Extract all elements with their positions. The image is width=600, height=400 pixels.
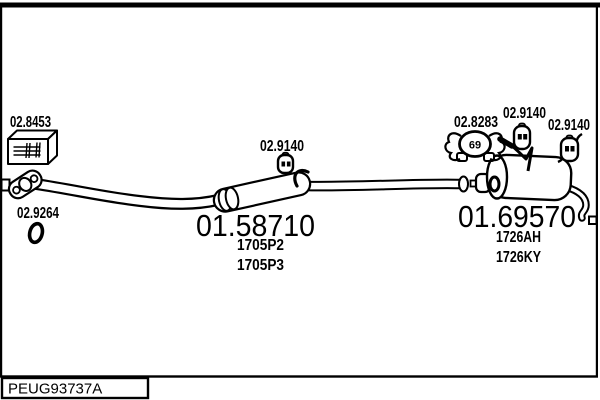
part-number-centre-silencer[interactable]: 01.58710 <box>196 208 315 243</box>
tail-pipe <box>562 183 598 225</box>
front-flange <box>7 169 43 200</box>
oe-ref-centre-2: 1705P3 <box>237 257 284 274</box>
centre-hanger-rod-icon <box>293 168 310 188</box>
gasket-ring-icon <box>27 221 45 245</box>
part-number-hanger-rear-outer[interactable]: 02.9140 <box>548 117 590 134</box>
front-pipe <box>30 178 224 210</box>
part-number-rear-silencer[interactable]: 01.69570 <box>458 199 576 234</box>
part-number-gasket[interactable]: 02.9264 <box>17 205 59 222</box>
mount-kit-box-icon <box>7 129 58 165</box>
mounting-bracket-icon: 69 <box>444 130 506 162</box>
pipe-flare <box>458 175 469 193</box>
rubber-hanger-icon-centre <box>276 151 295 175</box>
code-plate-text: PEUG93737A <box>8 381 102 398</box>
part-number-bracket[interactable]: 02.8283 <box>454 114 498 131</box>
rear-silencer-body <box>458 153 573 202</box>
tailpipe-end-trim <box>588 215 598 225</box>
intermediate-pipe <box>300 178 465 192</box>
oe-ref-centre-1: 1705P2 <box>237 237 284 254</box>
part-number-hanger-rear-inner[interactable]: 02.9140 <box>503 105 546 122</box>
oe-ref-rear-2: 1726KY <box>496 249 542 266</box>
code-plate: PEUG93737A <box>0 376 150 400</box>
part-number-hanger-centre[interactable]: 02.9140 <box>260 138 304 155</box>
bracket-stamp-text: 69 <box>469 140 481 152</box>
rubber-hanger-icon-rear-outer <box>559 134 580 163</box>
rubber-hanger-icon-rear-inner <box>512 122 532 151</box>
oe-ref-rear-1: 1726AH <box>496 229 541 246</box>
centre-silencer-body <box>212 171 312 213</box>
part-number-mount-kit[interactable]: 02.8453 <box>10 114 51 131</box>
